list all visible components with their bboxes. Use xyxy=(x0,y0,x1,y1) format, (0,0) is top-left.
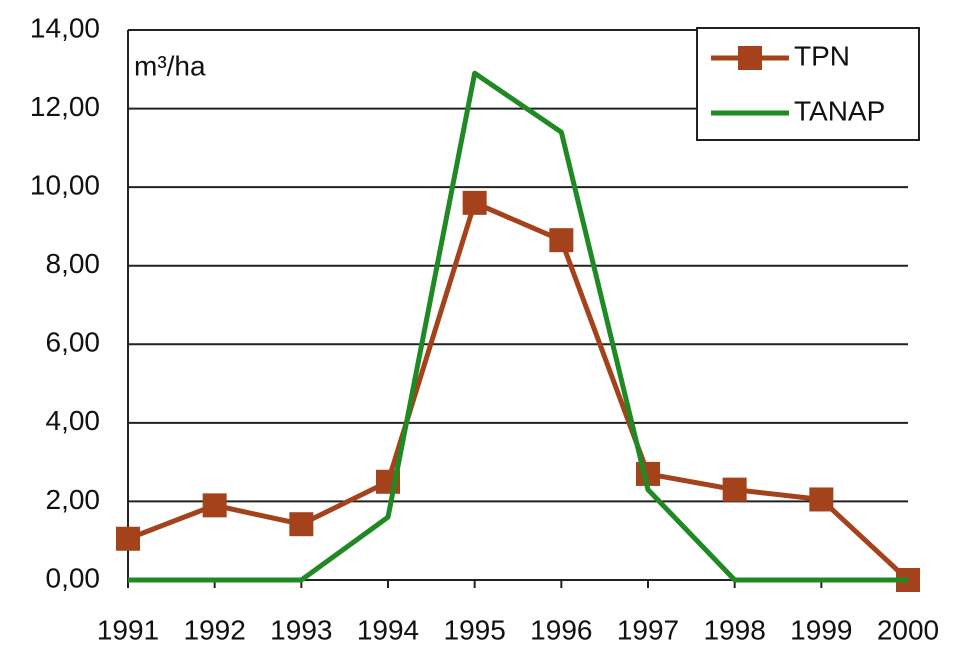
x-tick-label: 2000 xyxy=(877,614,939,645)
x-tick-label: 1999 xyxy=(790,614,852,645)
marker xyxy=(462,190,487,215)
x-tick-label: 1993 xyxy=(270,614,332,645)
x-tick-label: 1994 xyxy=(357,614,419,645)
marker xyxy=(809,487,834,512)
y-tick-label: 14,00 xyxy=(30,12,100,43)
series-line xyxy=(128,70,908,583)
x-tick-label: 1998 xyxy=(704,614,766,645)
x-tick-label: 1996 xyxy=(530,614,592,645)
y-tick-label: 0,00 xyxy=(46,562,101,593)
legend-label: TANAP xyxy=(794,95,885,126)
y-tick-label: 10,00 xyxy=(30,170,100,201)
y-tick-label: 12,00 xyxy=(30,91,100,122)
y-tick-label: 8,00 xyxy=(46,248,101,279)
x-tick-label: 1992 xyxy=(184,614,246,645)
x-tick-label: 1995 xyxy=(444,614,506,645)
series-line xyxy=(127,200,910,582)
y-tick-label: 2,00 xyxy=(46,484,101,515)
marker xyxy=(549,228,574,253)
marker xyxy=(289,512,314,537)
marker xyxy=(202,493,227,518)
legend-box xyxy=(696,27,920,141)
y-axis-label: m³/ha xyxy=(134,50,206,81)
x-tick-label: 1991 xyxy=(97,614,159,645)
marker xyxy=(116,526,140,551)
y-tick-label: 4,00 xyxy=(46,405,101,436)
legend-marker xyxy=(738,46,762,70)
legend-label: TPN xyxy=(794,40,850,71)
x-tick-label: 1997 xyxy=(617,614,679,645)
marker xyxy=(722,477,747,502)
y-tick-label: 6,00 xyxy=(46,327,101,358)
